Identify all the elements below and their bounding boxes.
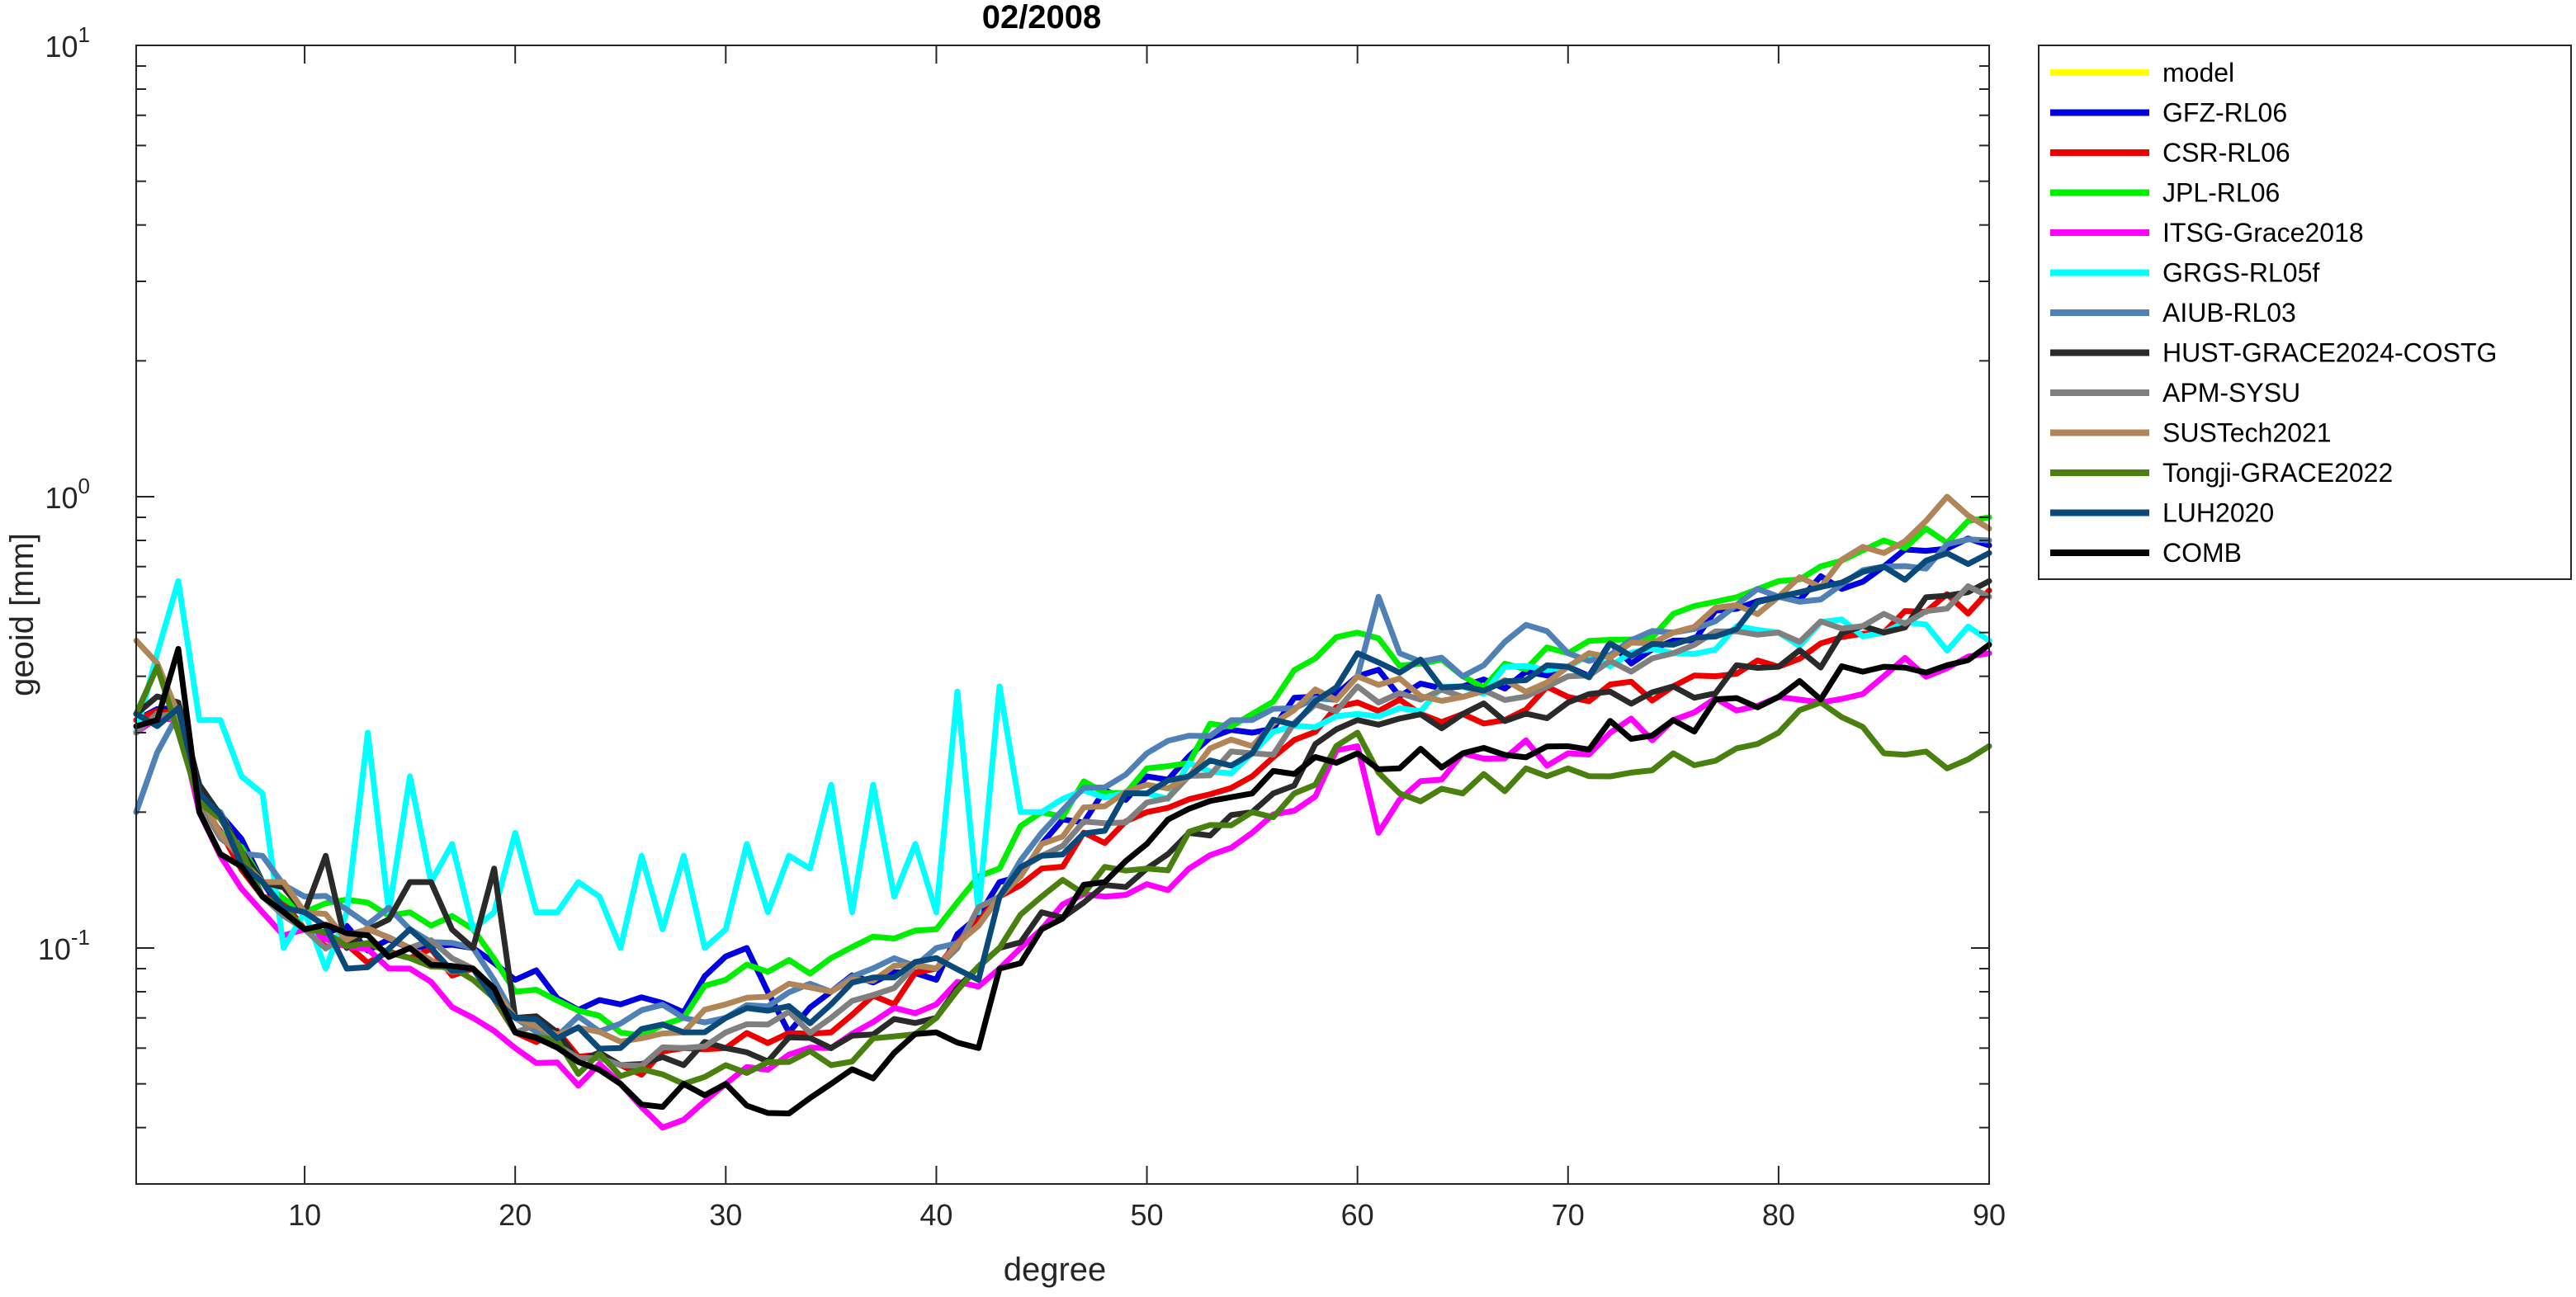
legend-label: GRGS-RL05f [2162, 258, 2319, 288]
x-tick-label: 80 [1762, 1198, 1795, 1232]
legend-label: AIUB-RL03 [2162, 298, 2296, 328]
x-tick-label: 90 [1973, 1198, 2006, 1232]
y-axis-title: geoid [mm] [4, 533, 40, 696]
chart-title: 02/2008 [982, 0, 1102, 35]
x-tick-label: 30 [709, 1198, 742, 1232]
x-axis-title: degree [1004, 1252, 1107, 1288]
y-tick-label: 10-1 [38, 925, 90, 966]
ticks-layer: 10 20 30 40 50 60 70 80 90 10-1 100 101 [38, 22, 2006, 1232]
y-tick-label: 100 [45, 474, 90, 515]
legend-label: LUH2020 [2162, 498, 2274, 528]
x-tick-label: 50 [1131, 1198, 1164, 1232]
plot-frame [135, 45, 1990, 1185]
x-tick-label: 70 [1552, 1198, 1585, 1232]
legend-label: GFZ-RL06 [2162, 98, 2287, 128]
legend-label: ITSG-Grace2018 [2162, 218, 2364, 248]
series-line [133, 650, 1992, 1131]
legend-label: CSR-RL06 [2162, 138, 2290, 167]
legend-label: model [2162, 58, 2234, 87]
legend-label: SUSTech2021 [2162, 418, 2332, 448]
legend-label: HUST-GRACE2024-COSTG [2162, 338, 2497, 368]
x-tick-label: 10 [288, 1198, 321, 1232]
x-tick-label: 60 [1341, 1198, 1374, 1232]
legend-label: Tongji-GRACE2022 [2162, 458, 2393, 488]
series-layer [133, 493, 1992, 1131]
x-tick-label: 20 [499, 1198, 532, 1232]
legend-label: JPL-RL06 [2162, 178, 2280, 208]
series-line [133, 641, 1992, 1116]
y-tick-label: 101 [45, 22, 90, 64]
legend-label: APM-SYSU [2162, 378, 2300, 408]
legend-label: COMB [2162, 538, 2242, 568]
series-line [133, 583, 1992, 1069]
legend-items: model GFZ-RL06 CSR-RL06 JPL-RL06 ITSG-Grace2… [2050, 58, 2497, 568]
x-tick-label: 40 [919, 1198, 952, 1232]
legend: model GFZ-RL06 CSR-RL06 JPL-RL06 ITSG-Grace2… [2038, 45, 2572, 580]
